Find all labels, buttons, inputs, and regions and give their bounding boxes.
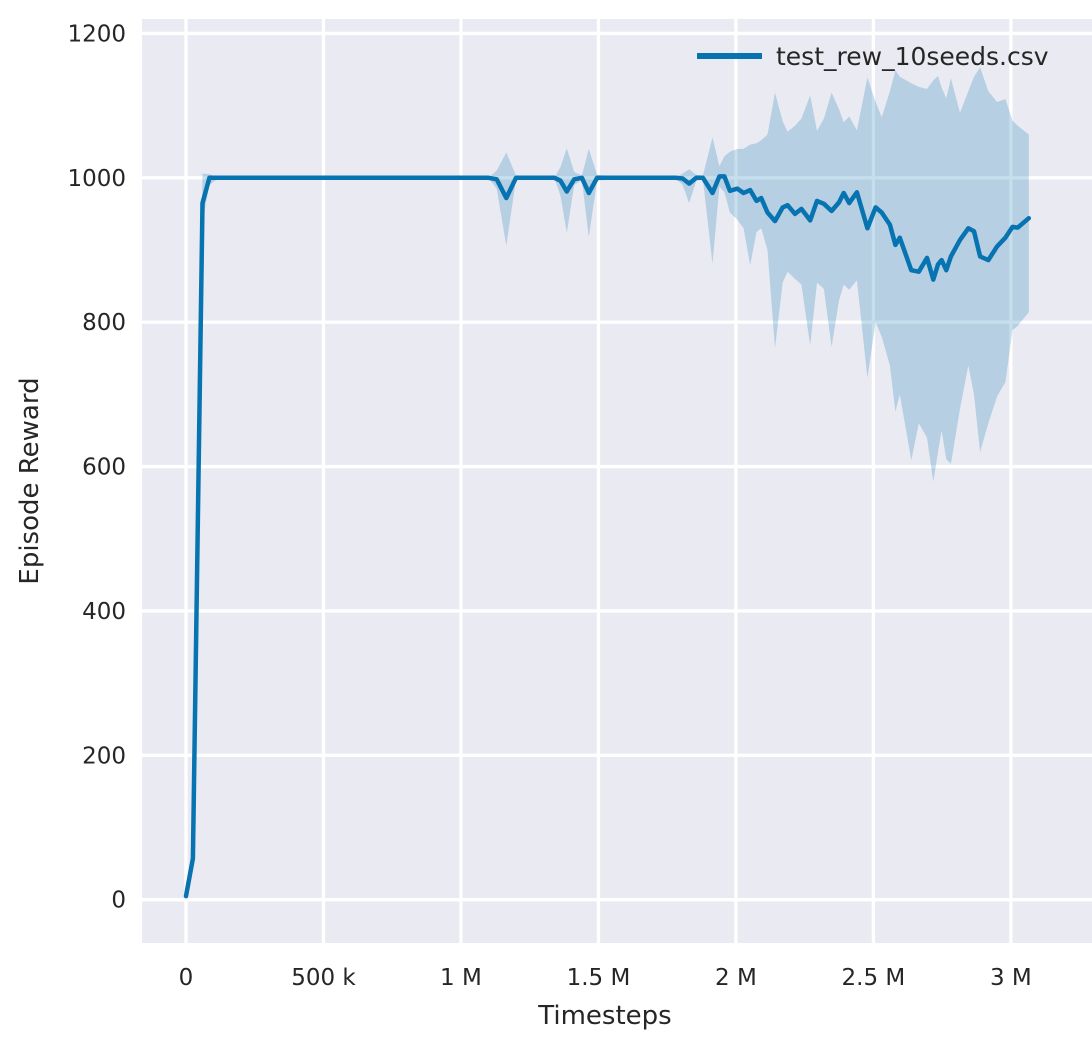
y-axis-label: Episode Reward [15, 377, 45, 584]
y-tick-label: 600 [82, 455, 126, 481]
legend-label: test_rew_10seeds.csv [776, 42, 1049, 71]
plot-background [142, 19, 1092, 943]
x-tick-labels: 0 500 k 1 M 1.5 M 2 M 2.5 M 3 M [179, 965, 1032, 991]
y-tick-label: 200 [82, 743, 126, 769]
x-axis-label: Timesteps [537, 1001, 671, 1031]
gridlines [142, 19, 1092, 943]
y-tick-label: 1000 [67, 166, 126, 192]
y-tick-label: 800 [82, 310, 126, 336]
x-tick-label: 500 k [291, 965, 356, 991]
y-tick-labels: 0 200 400 600 800 1000 1200 [67, 21, 126, 913]
x-tick-label: 1 M [440, 965, 482, 991]
legend: test_rew_10seeds.csv [697, 42, 1049, 71]
y-tick-label: 1200 [67, 21, 126, 47]
x-tick-label: 0 [179, 965, 194, 991]
x-tick-label: 3 M [990, 965, 1032, 991]
y-tick-label: 0 [111, 888, 126, 914]
x-tick-label: 1.5 M [567, 965, 631, 991]
mean-reward-line [183, 174, 1032, 899]
confidence-band [186, 67, 1029, 897]
y-tick-label: 400 [82, 599, 126, 625]
x-tick-label: 2 M [715, 965, 757, 991]
x-tick-label: 2.5 M [842, 965, 906, 991]
